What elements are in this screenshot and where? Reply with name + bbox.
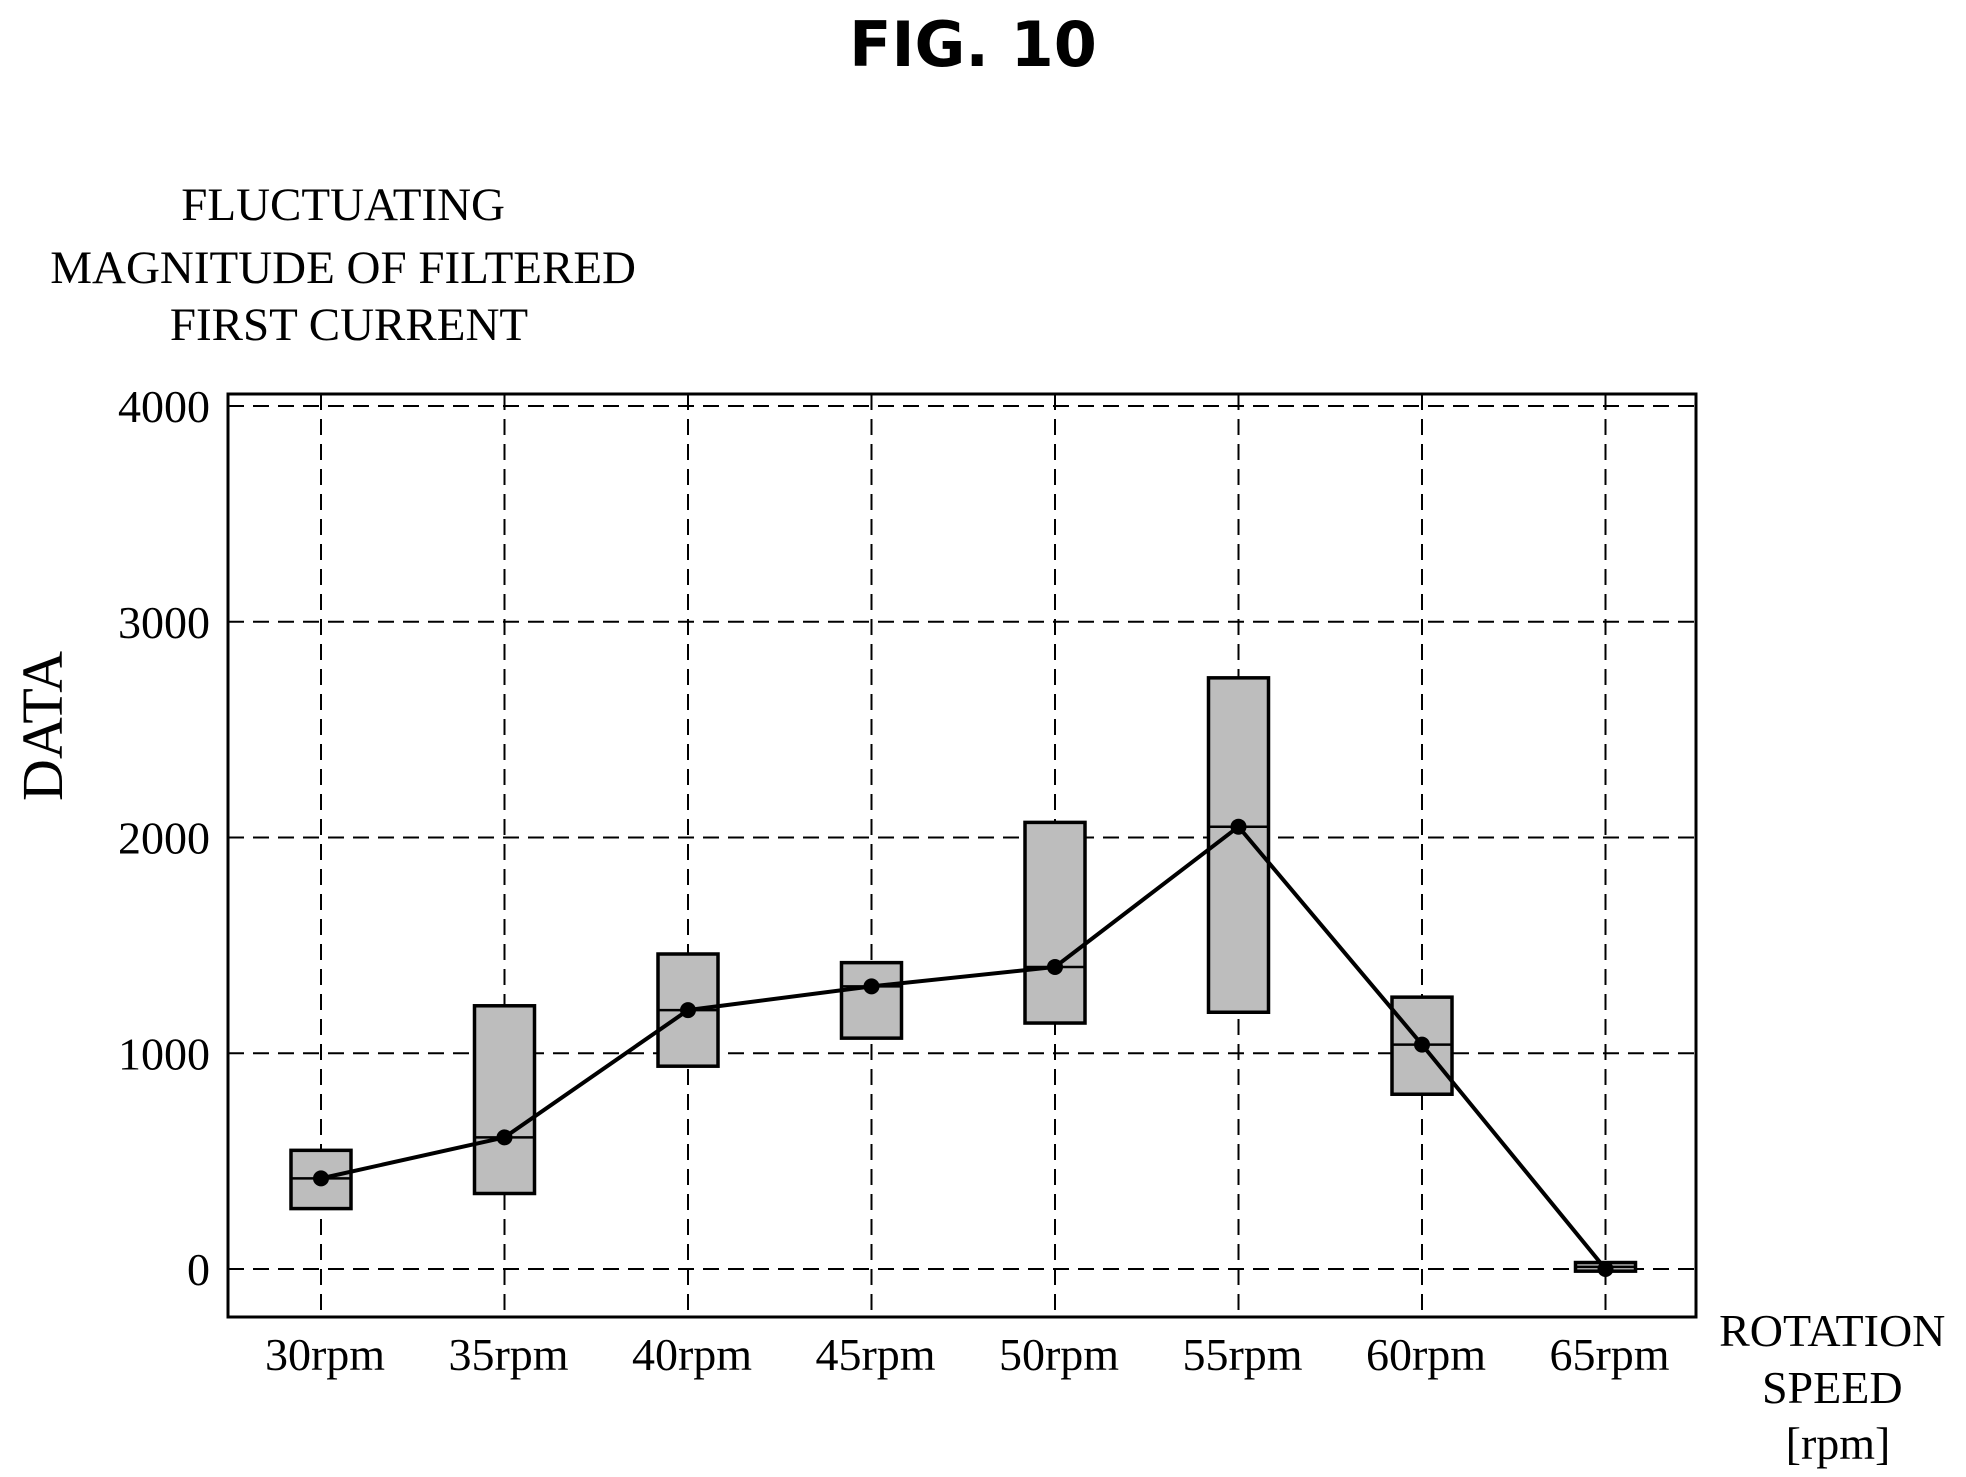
box-50rpm — [1023, 820, 1087, 1025]
x-tick-label: 30rpm — [265, 1329, 385, 1380]
y-tick-label: 1000 — [118, 1028, 210, 1079]
grid-lines — [228, 394, 1696, 1317]
x-tick-label: 65rpm — [1549, 1329, 1669, 1380]
x-axis-title-line-3: [rpm] — [1786, 1418, 1891, 1469]
box-45rpm — [839, 960, 904, 1040]
series-point-65rpm — [1597, 1261, 1614, 1277]
box-55rpm — [1206, 676, 1271, 1015]
y-axis-title: FLUCTUATING MAGNITUDE OF FILTERED FIRST … — [50, 179, 648, 351]
tick-labels: 0 1000 2000 3000 4000 30rpm 35rpm 40rpm 45rpm 50r… — [118, 381, 1670, 1380]
figure-label: FIG. 10 — [849, 8, 1097, 81]
x-axis-title: ROTATION SPEED [rpm] — [1719, 1305, 1957, 1469]
series-point-35rpm — [496, 1129, 513, 1146]
y-tick-label: 4000 — [118, 381, 210, 432]
y-tick-label: 3000 — [118, 597, 210, 648]
x-tick-label: 55rpm — [1182, 1329, 1302, 1380]
series-point-50rpm — [1047, 958, 1063, 975]
x-axis-title-line-1: ROTATION — [1719, 1305, 1945, 1356]
y-axis-label: DATA — [10, 651, 75, 801]
x-tick-label: 40rpm — [632, 1329, 752, 1380]
y-tick-label: 0 — [187, 1244, 210, 1295]
y-axis-title-line-3: FIRST CURRENT — [170, 299, 528, 351]
y-axis-title-line-1: FLUCTUATING — [181, 179, 505, 231]
x-tick-label: 45rpm — [815, 1329, 935, 1380]
series-point-30rpm — [313, 1170, 329, 1187]
x-tick-label: 35rpm — [448, 1329, 568, 1380]
series-point-55rpm — [1230, 818, 1247, 835]
series-line — [320, 823, 1608, 1271]
x-tick-label: 60rpm — [1366, 1329, 1486, 1380]
series-point-60rpm — [1414, 1036, 1430, 1053]
box-35rpm — [472, 1004, 537, 1196]
box-layer — [289, 676, 1638, 1273]
y-tick-label: 2000 — [118, 813, 210, 864]
x-axis-title-line-2: SPEED — [1762, 1362, 1903, 1413]
x-tick-label: 50rpm — [999, 1329, 1119, 1380]
series-point-40rpm — [680, 1002, 696, 1019]
y-axis-title-line-2: MAGNITUDE OF FILTERED — [50, 242, 636, 294]
series-layer — [313, 818, 1614, 1277]
plot-frame — [226, 392, 1698, 1319]
series-point-45rpm — [863, 978, 880, 995]
